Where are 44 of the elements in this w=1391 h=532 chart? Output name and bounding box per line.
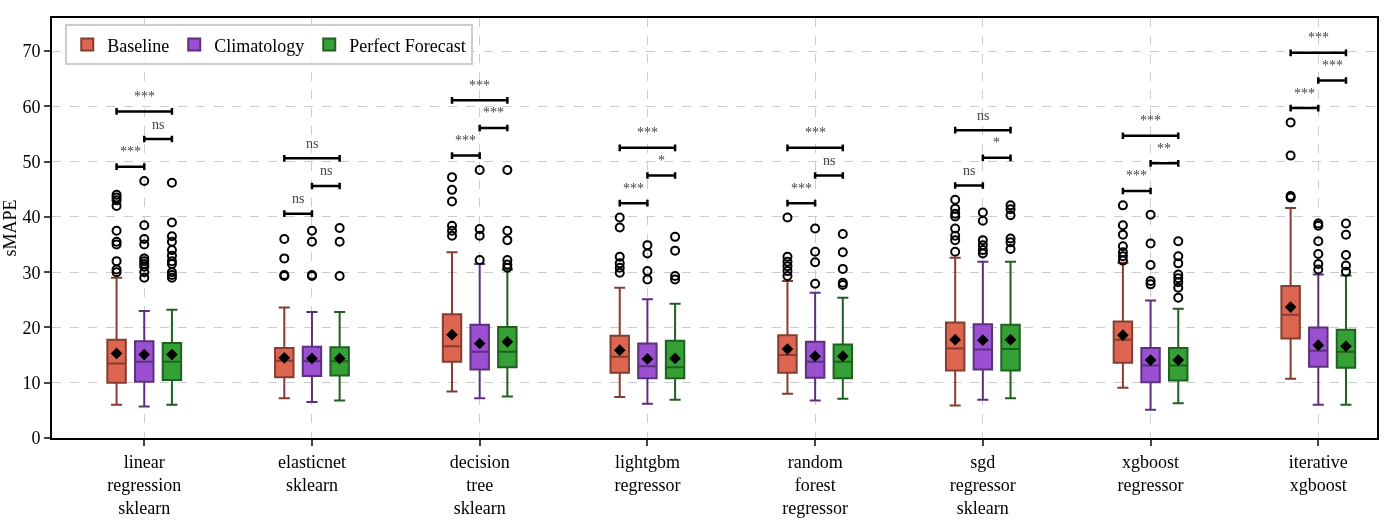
- legend-label: Baseline: [107, 35, 170, 56]
- annotation: **: [1157, 141, 1171, 156]
- annotation: ***: [455, 133, 476, 148]
- annotation: ***: [1308, 30, 1329, 45]
- y-tick-label: 20: [22, 317, 41, 338]
- legend-label: Climatology: [214, 35, 305, 56]
- annotation: ***: [623, 181, 644, 196]
- y-axis-title: sMAPE: [0, 199, 20, 257]
- y-tick-label: 10: [22, 373, 41, 394]
- annotation: *: [993, 135, 1000, 150]
- legend-label: Perfect Forecast: [349, 35, 466, 56]
- x-tick-label: iterative xgboost: [1288, 451, 1348, 495]
- y-tick-label: 70: [22, 41, 41, 62]
- x-tick-label: lightgbm regressor: [614, 451, 681, 495]
- y-tick-label: 40: [22, 207, 41, 228]
- annotation: ***: [637, 125, 658, 140]
- annotation: ns: [306, 136, 319, 151]
- annotation: ***: [469, 78, 490, 93]
- annotation: ns: [292, 191, 305, 206]
- annotation: ***: [120, 144, 141, 159]
- annotation: ***: [483, 105, 504, 120]
- annotation: ***: [1140, 113, 1161, 128]
- x-tick-label: sgd regressor sklearn: [949, 451, 1016, 519]
- annotation: ***: [1126, 168, 1147, 183]
- annotation: ***: [134, 89, 155, 104]
- annotation: ns: [823, 153, 836, 168]
- annotation: ns: [977, 108, 990, 123]
- annotation: ***: [1294, 86, 1315, 101]
- annotation: ns: [320, 163, 333, 178]
- annotation: ns: [152, 117, 165, 132]
- x-tick-label: elasticnet sklearn: [277, 451, 346, 495]
- y-tick-label: 30: [22, 262, 41, 283]
- annotation: *: [658, 153, 665, 168]
- annotation: ns: [963, 163, 976, 178]
- annotation: ***: [791, 181, 812, 196]
- x-tick-label: xgboost regressor: [1117, 451, 1184, 495]
- y-tick-label: 0: [31, 428, 41, 449]
- annotation: ***: [805, 125, 826, 140]
- annotation: ***: [1322, 58, 1343, 73]
- x-tick-label: random forest regressor: [782, 451, 849, 519]
- x-tick-label: decision tree sklearn: [449, 451, 510, 519]
- y-tick-label: 60: [22, 96, 41, 117]
- y-tick-label: 50: [22, 151, 41, 172]
- x-tick-label: linear regression sklearn: [107, 451, 182, 519]
